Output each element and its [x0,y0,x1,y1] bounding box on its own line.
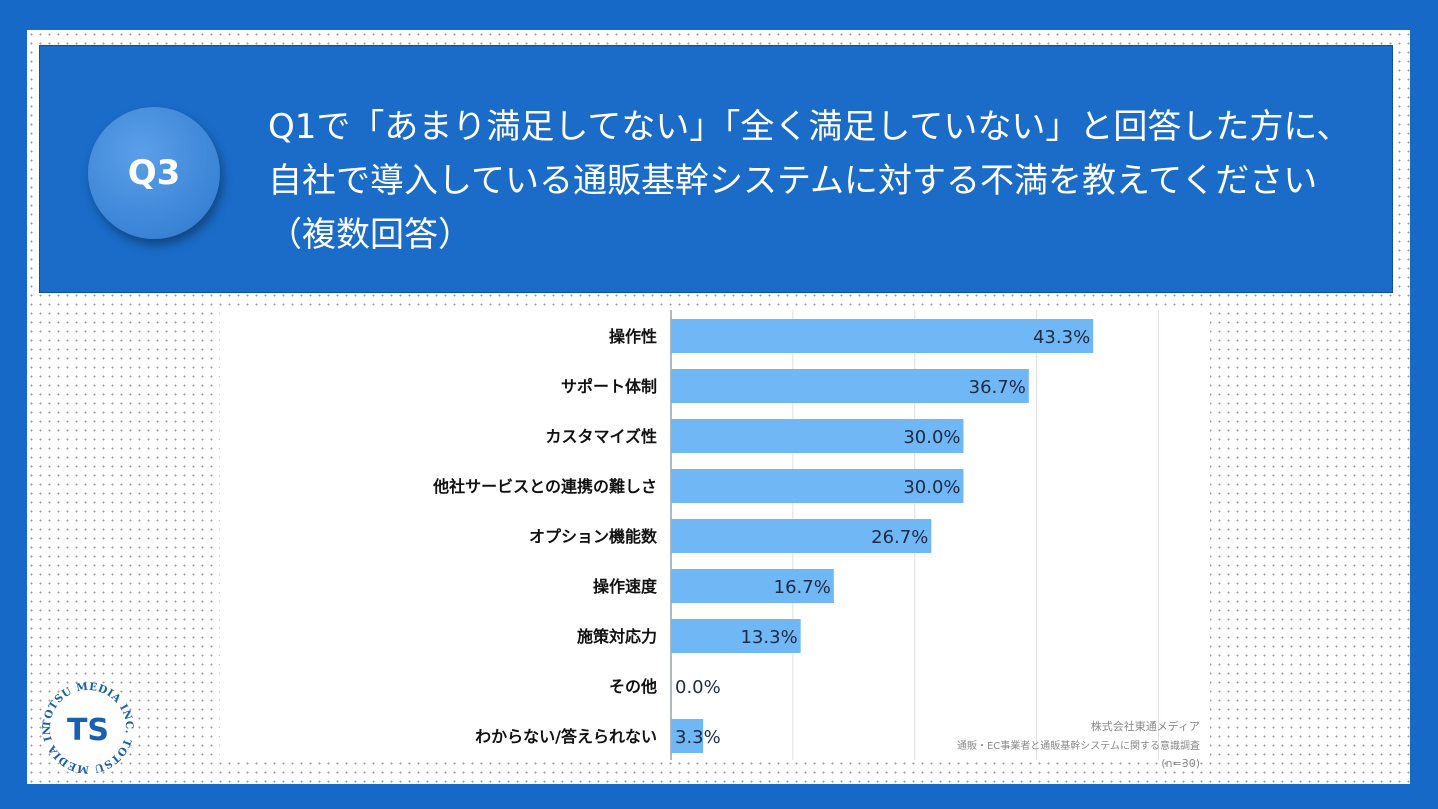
credit-survey: 通販・EC事業者と通販基幹システムに関する意識調査 [956,741,1200,752]
logo-mark: TS [67,713,109,748]
question-number-badge: Q3 [88,107,220,239]
bar [671,469,964,503]
bar [671,319,1094,353]
company-logo: TOTSU MEDIA INC. TOTSU MEDIA INC. TS [40,680,135,775]
category-label: カスタマイズ性 [545,427,657,446]
credit-sample: (n=30) [1161,757,1200,770]
survey-credit-sample: (n=30) [1161,757,1200,771]
survey-credit: 株式会社東通メディア [1091,720,1200,734]
value-label: 30.0% [903,427,960,448]
value-label: 13.3% [740,627,797,648]
category-label: オプション機能数 [529,527,658,546]
category-label: 操作速度 [593,577,658,596]
bar [671,569,834,603]
value-label: 43.3% [1033,327,1090,348]
category-label: その他 [609,677,657,696]
category-label: 施策対応力 [577,627,657,646]
bar [671,369,1029,403]
credit-company: 株式会社東通メディア [1090,720,1200,733]
value-label: 36.7% [969,377,1026,398]
survey-credit-title: 通販・EC事業者と通販基幹システムに関する意識調査 [957,740,1200,754]
category-label: 他社サービスとの連携の難しさ [432,477,657,496]
category-label: わからない/答えられない [475,727,657,746]
question-header [39,45,1393,293]
value-label: 3.3% [675,727,721,748]
value-label: 16.7% [774,577,831,598]
value-label: 30.0% [903,477,960,498]
bar [671,719,704,753]
category-label: 操作性 [609,327,657,346]
bar [671,419,964,453]
bar [671,519,932,553]
question-text: Q1で「あまり満足してない」「全く満足していない」と回答した方に、自社で導入して… [268,107,1351,255]
value-label: 26.7% [871,527,928,548]
bar [671,619,801,653]
value-label: 0.0% [675,677,721,698]
category-label: サポート体制 [561,377,657,396]
